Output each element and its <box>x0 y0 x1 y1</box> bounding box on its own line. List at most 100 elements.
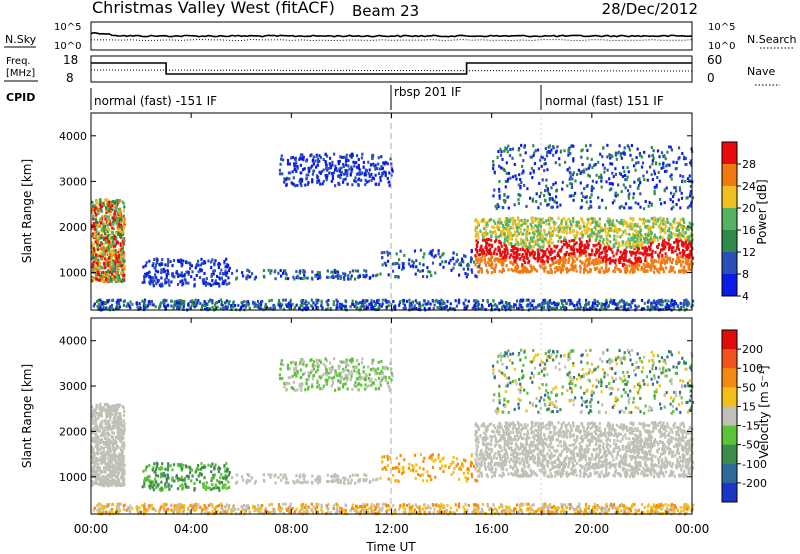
power-cell <box>584 243 587 247</box>
power-cell <box>494 263 498 267</box>
power-cell <box>290 181 293 185</box>
power-cell <box>227 276 230 280</box>
power-cell <box>545 178 548 182</box>
power-cell <box>584 305 587 309</box>
power-cell <box>633 164 636 168</box>
power-cell <box>105 204 108 207</box>
power-cell <box>547 191 550 195</box>
power-cell <box>167 278 170 282</box>
power-cell <box>672 250 675 254</box>
power-cell <box>580 170 584 174</box>
power-cell <box>533 267 536 271</box>
power-cell <box>563 149 566 153</box>
power-cell <box>509 148 512 151</box>
power-cell <box>682 218 685 222</box>
power-cell <box>586 222 589 226</box>
power-cell <box>607 247 610 251</box>
power-cell <box>669 266 672 270</box>
power-cell <box>383 170 386 174</box>
power-cell <box>673 192 676 196</box>
power-cell <box>614 167 617 171</box>
power-cell <box>235 277 238 281</box>
power-cell <box>170 280 173 284</box>
power-cell <box>685 262 688 266</box>
power-cell <box>513 268 517 272</box>
power-cell <box>480 303 483 307</box>
power-cell <box>534 239 537 243</box>
power-cell <box>206 302 209 306</box>
power-cell <box>500 263 504 267</box>
power-cell <box>650 240 653 243</box>
power-cell <box>387 304 390 308</box>
power-cell <box>413 304 416 308</box>
power-cell <box>411 300 414 304</box>
power-cell <box>502 168 505 172</box>
power-cell <box>624 255 627 258</box>
power-cell <box>110 256 113 260</box>
power-cell <box>550 205 553 209</box>
power-cell <box>363 301 366 305</box>
power-cell <box>106 222 109 226</box>
power-cell <box>372 177 375 181</box>
power-cell <box>579 270 582 274</box>
power-cell <box>496 304 499 308</box>
power-cell <box>477 236 480 240</box>
power-cell <box>490 266 493 270</box>
power-cell <box>551 230 554 234</box>
power-cell <box>636 249 639 252</box>
power-cell <box>457 300 460 304</box>
power-cell <box>311 277 314 281</box>
power-cell <box>342 276 345 280</box>
power-cell <box>564 160 567 164</box>
power-cell <box>490 261 493 265</box>
power-cell <box>514 260 517 264</box>
power-cell <box>647 233 650 237</box>
power-cell <box>96 304 99 308</box>
power-cell <box>120 253 123 257</box>
power-cell <box>679 301 682 305</box>
power-cell <box>116 211 119 215</box>
power-cell <box>495 236 498 240</box>
power-cell <box>659 198 662 201</box>
power-cell <box>689 249 692 253</box>
power-cell <box>613 234 616 238</box>
power-cell <box>627 196 630 200</box>
power-cell <box>578 298 581 302</box>
power-cell <box>640 155 644 159</box>
power-cell <box>414 299 417 303</box>
power-cell <box>529 301 532 305</box>
power-cell <box>492 163 495 167</box>
power-cell <box>638 251 641 255</box>
power-cell <box>551 306 554 310</box>
power-cell <box>555 188 559 192</box>
power-cell <box>331 174 334 178</box>
power-cell <box>434 271 437 275</box>
power-cell <box>121 257 124 261</box>
power-cell <box>343 172 346 176</box>
power-cell <box>521 253 524 256</box>
power-cell <box>118 207 121 211</box>
power-cell <box>638 183 641 187</box>
power-cell <box>676 253 679 257</box>
power-cell <box>377 162 380 166</box>
power-cell <box>274 277 277 281</box>
power-cell <box>503 250 507 254</box>
power-cell <box>101 233 104 237</box>
power-cell <box>690 159 693 163</box>
power-cell <box>477 223 480 227</box>
power-cell <box>501 267 504 271</box>
power-cell <box>293 307 296 311</box>
power-cell <box>342 178 345 182</box>
power-cell <box>204 303 207 307</box>
power-cell <box>508 233 511 237</box>
power-cell <box>93 235 96 238</box>
power-cell <box>108 256 111 260</box>
power-cell <box>608 261 611 265</box>
power-cell <box>519 184 522 188</box>
power-cell <box>106 253 109 257</box>
power-cell <box>605 269 608 273</box>
power-cell <box>106 218 109 221</box>
power-cell <box>594 221 597 225</box>
power-cell <box>325 175 329 179</box>
power-cell <box>98 262 101 266</box>
